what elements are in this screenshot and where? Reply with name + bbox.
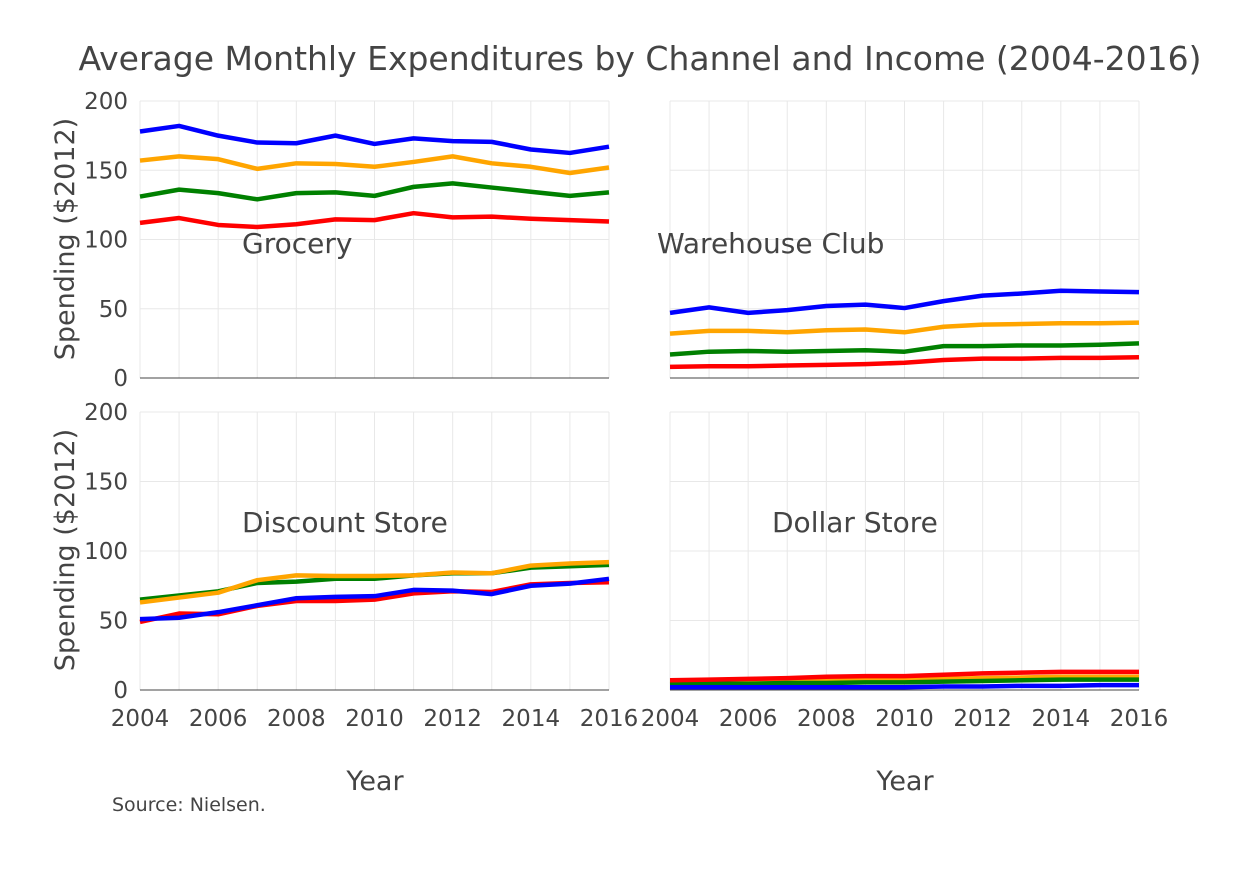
- x-tick-label: 2008: [267, 706, 326, 732]
- x-tick-label: 2006: [189, 706, 248, 732]
- x-axis-title-left: Year: [345, 766, 404, 797]
- y-tick-label: 200: [84, 89, 128, 115]
- series-line-1-0: [669, 288, 1140, 316]
- x-tick-label: 2012: [423, 706, 482, 732]
- panel-label: Warehouse Club: [657, 227, 884, 260]
- series-line-3-3: [670, 682, 1139, 690]
- source-note: Source: Nielsen.: [112, 794, 266, 816]
- y-tick-label: 50: [99, 609, 128, 635]
- x-tick-label: 2010: [875, 706, 934, 732]
- panel-label: Discount Store: [242, 506, 448, 539]
- series-line-2-1: [139, 559, 610, 605]
- y-tick-label: 50: [99, 297, 128, 323]
- y-axis-title-top: Spending ($2012): [50, 118, 81, 360]
- panel-label: Dollar Store: [772, 506, 938, 539]
- x-tick-label: 2004: [111, 706, 170, 732]
- x-tick-label: 2012: [953, 706, 1012, 732]
- series-line-0-2: [139, 181, 610, 202]
- y-tick-label: 100: [84, 228, 128, 254]
- y-tick-label: 100: [84, 539, 128, 565]
- panel-3: 2004 2006 2008 2010 2012 2014 2016 Dollar Store: [641, 411, 1169, 732]
- x-tick-label: 2006: [719, 706, 778, 732]
- panel-0: 0 50 100 150 200 Grocery: [84, 89, 610, 392]
- series-line-0-0: [139, 123, 610, 156]
- y-tick-label: 0: [113, 678, 128, 704]
- series-line-1-1: [669, 320, 1140, 336]
- series-line-0-1: [139, 154, 610, 176]
- panel-label: Grocery: [242, 227, 352, 260]
- x-tick-label: 2014: [502, 706, 561, 732]
- x-tick-label: 2010: [345, 706, 404, 732]
- series-line-0-3: [139, 210, 610, 230]
- panels-group: 0 50 100 150 200 Grocery Warehouse Club 0 50 100 1…: [84, 89, 1168, 732]
- x-tick-label: 2016: [580, 706, 639, 732]
- x-axis-title-right: Year: [875, 766, 934, 797]
- y-tick-label: 150: [84, 470, 128, 496]
- y-tick-label: 0: [113, 366, 128, 392]
- x-tick-label: 2016: [1110, 706, 1169, 732]
- y-axis-title-bottom: Spending ($2012): [50, 429, 81, 671]
- y-tick-label: 200: [84, 400, 128, 426]
- series-line-2-3: [139, 576, 610, 622]
- x-tick-label: 2004: [641, 706, 700, 732]
- series-line-3-2: [669, 669, 1139, 683]
- y-tick-label: 150: [84, 158, 128, 184]
- panel-1: Warehouse Club: [657, 100, 1140, 379]
- series-line-1-2: [669, 341, 1140, 357]
- series-line-3-1: [669, 677, 1139, 687]
- chart-title: Average Monthly Expenditures by Channel …: [78, 39, 1201, 78]
- x-tick-label: 2008: [797, 706, 856, 732]
- x-tick-label: 2014: [1032, 706, 1091, 732]
- series-line-1-3: [669, 354, 1140, 370]
- panel-2: 0 50 100 150 200 2004 2006 2008 2010 2012 2014 2016…: [84, 400, 638, 732]
